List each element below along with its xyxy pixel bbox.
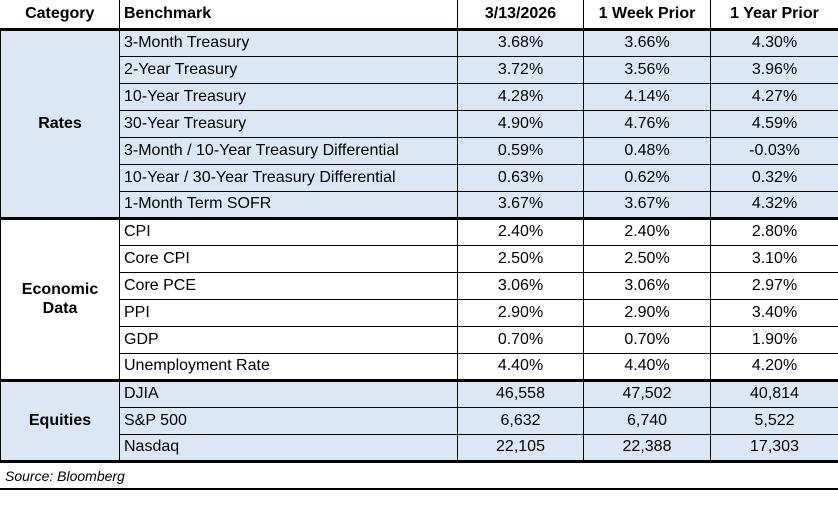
benchmark-cell: CPI xyxy=(119,217,458,246)
value-cell-year-prior: 4.59% xyxy=(710,109,838,138)
table-row: Core PCE 3.06% 3.06% 2.97% xyxy=(1,271,838,300)
benchmark-cell: GDP xyxy=(119,325,458,354)
value-cell-year-prior: 0.32% xyxy=(710,163,838,192)
category-cell-equities: Equities xyxy=(0,379,120,463)
table-body: Rates 3-Month Treasury 3.68% 3.66% 4.30%… xyxy=(0,28,838,463)
value-cell-year-prior: 40,814 xyxy=(710,379,838,408)
value-cell-current: 2.40% xyxy=(457,217,584,246)
value-cell-week-prior: 3.56% xyxy=(583,55,711,84)
value-cell-year-prior: -0.03% xyxy=(710,136,838,165)
benchmark-cell: 2-Year Treasury xyxy=(119,55,458,84)
source-footer: Source: Bloomberg xyxy=(0,464,838,490)
category-cell-economic-data: Economic Data xyxy=(0,217,120,382)
col-header-year-prior: 1 Year Prior xyxy=(710,0,838,31)
value-cell-year-prior: 4.20% xyxy=(710,352,838,382)
benchmark-cell: DJIA xyxy=(119,379,458,408)
table-row: 10-Year / 30-Year Treasury Differential … xyxy=(1,163,838,192)
value-cell-week-prior: 2.50% xyxy=(583,244,711,273)
table-row: Nasdaq 22,105 22,388 17,303 xyxy=(1,433,838,463)
value-cell-year-prior: 2.80% xyxy=(710,217,838,246)
value-cell-year-prior: 17,303 xyxy=(710,433,838,463)
table-row: 1-Month Term SOFR 3.67% 3.67% 4.32% xyxy=(1,190,838,220)
value-cell-current: 4.40% xyxy=(457,352,584,382)
table-row: Rates 3-Month Treasury 3.68% 3.66% 4.30% xyxy=(0,28,838,220)
table-row: PPI 2.90% 2.90% 3.40% xyxy=(1,298,838,327)
value-cell-year-prior: 4.30% xyxy=(710,28,838,57)
col-header-benchmark: Benchmark xyxy=(119,0,458,31)
value-cell-current: 3.06% xyxy=(457,271,584,300)
value-cell-year-prior: 1.90% xyxy=(710,325,838,354)
value-cell-current: 3.72% xyxy=(457,55,584,84)
value-cell-week-prior: 3.06% xyxy=(583,271,711,300)
benchmark-cell: Nasdaq xyxy=(119,433,458,463)
table-row: Core CPI 2.50% 2.50% 3.10% xyxy=(1,244,838,273)
value-cell-year-prior: 3.96% xyxy=(710,55,838,84)
value-cell-week-prior: 47,502 xyxy=(583,379,711,408)
value-cell-week-prior: 6,740 xyxy=(583,406,711,435)
table-row: 3-Month / 10-Year Treasury Differential … xyxy=(1,136,838,165)
value-cell-week-prior: 22,388 xyxy=(583,433,711,463)
table-row: 2-Year Treasury 3.72% 3.56% 3.96% xyxy=(1,55,838,84)
table-row: GDP 0.70% 0.70% 1.90% xyxy=(1,325,838,354)
value-cell-week-prior: 0.62% xyxy=(583,163,711,192)
table-row: S&P 500 6,632 6,740 5,522 xyxy=(1,406,838,435)
col-header-week-prior: 1 Week Prior xyxy=(583,0,711,31)
value-cell-current: 6,632 xyxy=(457,406,584,435)
value-cell-current: 3.68% xyxy=(457,28,584,57)
table-row: 30-Year Treasury 4.90% 4.76% 4.59% xyxy=(1,109,838,138)
value-cell-current: 0.63% xyxy=(457,163,584,192)
header-row: Category Benchmark 3/13/2026 1 Week Prio… xyxy=(0,0,838,31)
table-header: Category Benchmark 3/13/2026 1 Week Prio… xyxy=(0,0,838,31)
value-cell-current: 4.90% xyxy=(457,109,584,138)
value-cell-week-prior: 0.70% xyxy=(583,325,711,354)
benchmark-cell: 10-Year Treasury xyxy=(119,82,458,111)
value-cell-week-prior: 4.76% xyxy=(583,109,711,138)
value-cell-year-prior: 2.97% xyxy=(710,271,838,300)
value-cell-week-prior: 4.14% xyxy=(583,82,711,111)
value-cell-current: 2.90% xyxy=(457,298,584,327)
benchmark-cell: 10-Year / 30-Year Treasury Differential xyxy=(119,163,458,192)
value-cell-current: 0.70% xyxy=(457,325,584,354)
value-cell-week-prior: 4.40% xyxy=(583,352,711,382)
table-row: Economic Data CPI 2.40% 2.40% 2.80% xyxy=(0,217,838,382)
value-cell-current: 3.67% xyxy=(457,190,584,220)
benchmark-cell: Core CPI xyxy=(119,244,458,273)
value-cell-week-prior: 2.40% xyxy=(583,217,711,246)
table-row: Unemployment Rate 4.40% 4.40% 4.20% xyxy=(1,352,838,382)
value-cell-current: 0.59% xyxy=(457,136,584,165)
col-header-category: Category xyxy=(0,0,120,31)
value-cell-current: 2.50% xyxy=(457,244,584,273)
benchmark-cell: 3-Month / 10-Year Treasury Differential xyxy=(119,136,458,165)
benchmark-cell: 30-Year Treasury xyxy=(119,109,458,138)
benchmark-cell: Unemployment Rate xyxy=(119,352,458,382)
table-row: 10-Year Treasury 4.28% 4.14% 4.27% xyxy=(1,82,838,111)
value-cell-year-prior: 3.40% xyxy=(710,298,838,327)
value-cell-current: 4.28% xyxy=(457,82,584,111)
value-cell-week-prior: 3.67% xyxy=(583,190,711,220)
value-cell-year-prior: 4.32% xyxy=(710,190,838,220)
benchmark-cell: S&P 500 xyxy=(119,406,458,435)
benchmark-cell: 3-Month Treasury xyxy=(119,28,458,57)
value-cell-week-prior: 2.90% xyxy=(583,298,711,327)
value-cell-current: 22,105 xyxy=(457,433,584,463)
value-cell-week-prior: 0.48% xyxy=(583,136,711,165)
table-row: Equities DJIA 46,558 47,502 40,814 xyxy=(0,379,838,463)
benchmark-cell: Core PCE xyxy=(119,271,458,300)
value-cell-year-prior: 5,522 xyxy=(710,406,838,435)
value-cell-year-prior: 4.27% xyxy=(710,82,838,111)
col-header-date: 3/13/2026 xyxy=(457,0,584,31)
value-cell-year-prior: 3.10% xyxy=(710,244,838,273)
benchmark-table: Category Benchmark 3/13/2026 1 Week Prio… xyxy=(0,0,838,463)
benchmark-cell: 1-Month Term SOFR xyxy=(119,190,458,220)
benchmark-cell: PPI xyxy=(119,298,458,327)
source-note: Source: Bloomberg xyxy=(5,467,125,484)
value-cell-week-prior: 3.66% xyxy=(583,28,711,57)
category-cell-rates: Rates xyxy=(0,28,120,220)
value-cell-current: 46,558 xyxy=(457,379,584,408)
